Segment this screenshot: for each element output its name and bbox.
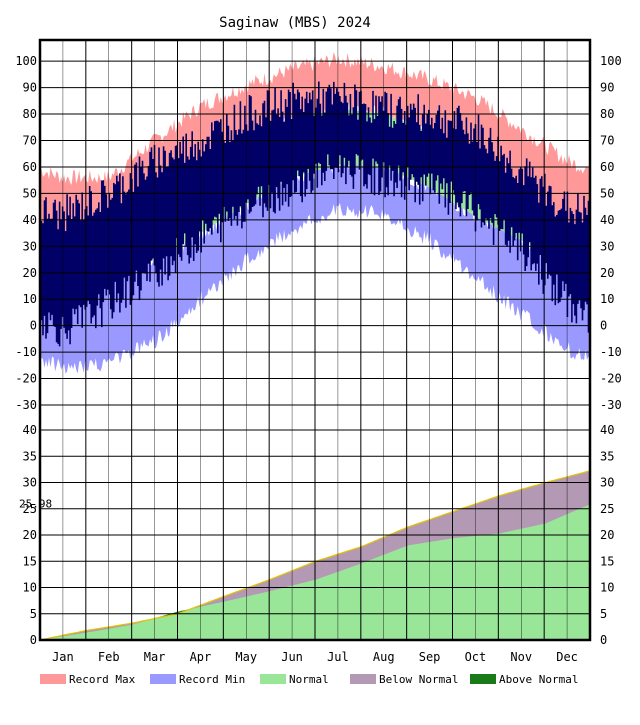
- temperature-tick-label: 90: [23, 81, 37, 95]
- temperature-tick-label: 80: [600, 107, 614, 121]
- temperature-tick-label: 20: [600, 266, 614, 280]
- temperature-tick-label: -20: [15, 372, 37, 386]
- precipitation-tick-label: 35: [23, 449, 37, 463]
- temperature-tick-label: 50: [600, 186, 614, 200]
- legend-label: Above Normal: [499, 673, 578, 686]
- legend-swatch: [470, 674, 496, 684]
- month-label: Mar: [144, 650, 166, 664]
- temperature-tick-label: -10: [600, 345, 622, 359]
- temperature-tick-label: 50: [23, 186, 37, 200]
- legend-label: Normal: [289, 673, 329, 686]
- temperature-tick-label: 10: [23, 292, 37, 306]
- precipitation-tick-label: 40: [600, 423, 614, 437]
- precipitation-tick-label: 20: [23, 528, 37, 542]
- precipitation-tick-label: 15: [600, 554, 614, 568]
- temperature-tick-label: 40: [23, 213, 37, 227]
- temperature-tick-label: 80: [23, 107, 37, 121]
- legend-label: Record Min: [179, 673, 245, 686]
- temperature-tick-label: 30: [23, 239, 37, 253]
- precipitation-tick-label: 20: [600, 528, 614, 542]
- temperature-tick-label: -30: [15, 398, 37, 412]
- legend-label: Record Max: [69, 673, 136, 686]
- legend-swatch: [40, 674, 66, 684]
- temperature-tick-label: 70: [600, 134, 614, 148]
- precipitation-tick-label: 25: [23, 502, 37, 516]
- month-label: Aug: [373, 650, 395, 664]
- precipitation-tick-label: 15: [23, 554, 37, 568]
- temperature-tick-label: 10: [600, 292, 614, 306]
- temperature-tick-label: 0: [600, 319, 607, 333]
- precipitation-tick-label: 5: [600, 607, 607, 621]
- plot-frame: [38, 38, 592, 642]
- temperature-tick-label: -20: [600, 372, 622, 386]
- temperature-tick-label: 40: [600, 213, 614, 227]
- precipitation-tick-label: 10: [600, 581, 614, 595]
- legend-label: Below Normal: [379, 673, 458, 686]
- temperature-tick-label: -30: [600, 398, 622, 412]
- month-label: Sep: [419, 650, 441, 664]
- chart-title: Saginaw (MBS) 2024: [219, 15, 371, 31]
- temperature-tick-label: 0: [30, 319, 37, 333]
- temperature-tick-label: 90: [600, 81, 614, 95]
- month-label: Nov: [510, 650, 532, 664]
- temperature-tick-label: 100: [600, 54, 622, 68]
- temperature-tick-label: 70: [23, 134, 37, 148]
- legend: Record Max Record Min Normal Below Normal Ab…: [40, 673, 578, 686]
- precipitation-tick-label: 30: [600, 476, 614, 490]
- legend-swatch: [350, 674, 376, 684]
- precipitation-tick-label: 30: [23, 476, 37, 490]
- month-label: Jul: [327, 650, 349, 664]
- legend-swatch: [260, 674, 286, 684]
- precipitation-total-annotation: 25.98: [19, 498, 52, 511]
- precipitation-tick-label: 35: [600, 449, 614, 463]
- temperature-tick-label: 20: [23, 266, 37, 280]
- month-label: May: [235, 650, 257, 664]
- precipitation-tick-label: 0: [600, 633, 607, 647]
- temperature-tick-label: 100: [15, 54, 37, 68]
- month-label: Dec: [556, 650, 578, 664]
- precipitation-tick-label: 0: [30, 633, 37, 647]
- temperature-tick-label: 60: [600, 160, 614, 174]
- month-label: Jun: [281, 650, 303, 664]
- precipitation-tick-label: 25: [600, 502, 614, 516]
- precipitation-tick-label: 40: [23, 423, 37, 437]
- precipitation-tick-label: 5: [30, 607, 37, 621]
- month-label: Apr: [190, 650, 212, 664]
- temperature-tick-label: -10: [15, 345, 37, 359]
- month-label: Jan: [52, 650, 74, 664]
- month-label: Oct: [465, 650, 487, 664]
- temperature-tick-label: 30: [600, 239, 614, 253]
- legend-swatch: [150, 674, 176, 684]
- temperature-tick-label: 60: [23, 160, 37, 174]
- month-label: Feb: [98, 650, 120, 664]
- precipitation-tick-label: 10: [23, 581, 37, 595]
